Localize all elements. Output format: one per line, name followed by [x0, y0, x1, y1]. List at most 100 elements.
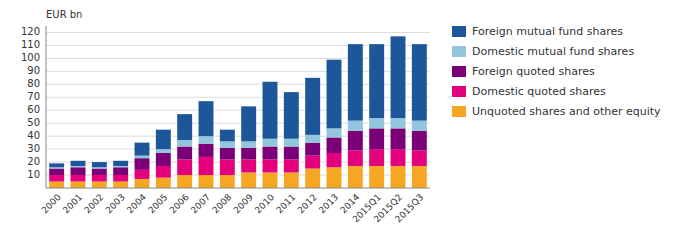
bar-segment [305, 143, 320, 156]
legend-label: Domestic mutual fund shares [472, 45, 634, 58]
bar-segment [284, 172, 299, 188]
bar-segment [156, 178, 171, 188]
bar-segment [177, 147, 192, 160]
x-tick-label: 2010 [253, 192, 276, 215]
bar-segment [348, 44, 363, 120]
bar-segment [113, 166, 128, 167]
bar-segment [71, 167, 86, 175]
bar-segment [135, 179, 150, 188]
bar-segment [220, 159, 235, 175]
bar-segment [220, 130, 235, 142]
x-tick-label: 2006 [168, 192, 191, 215]
bar-segment [241, 141, 256, 147]
bar-segment [263, 147, 278, 160]
y-tick-label: 10 [27, 169, 40, 180]
bar-segment [241, 106, 256, 141]
y-tick-label: 110 [21, 39, 40, 50]
legend-label: Domestic quoted shares [472, 85, 606, 98]
bar-segment [199, 157, 214, 175]
bar-segment [284, 147, 299, 160]
bar-segment [391, 149, 406, 166]
bar-segment [284, 139, 299, 147]
bar-segment [113, 167, 128, 175]
bar-segment [327, 60, 342, 129]
bar-segment [135, 143, 150, 156]
bar-segment [412, 166, 427, 188]
legend-swatch [452, 26, 466, 37]
grid-line [46, 32, 430, 33]
bar-segment [135, 170, 150, 179]
bar-segment [113, 175, 128, 181]
bar-segment [369, 166, 384, 188]
legend-swatch [452, 66, 466, 77]
x-tick-label: 2011 [274, 192, 297, 215]
bar-segment [241, 148, 256, 160]
bar-segment [199, 144, 214, 157]
bar-segment [391, 128, 406, 149]
bar-segment [71, 175, 86, 181]
y-tick-label: 90 [27, 65, 40, 76]
bar-segment [177, 114, 192, 140]
bar-segment [241, 159, 256, 172]
x-tick-label: 2007 [189, 192, 212, 215]
x-tick-label: 2002 [82, 192, 105, 215]
legend-label: Foreign quoted shares [472, 65, 595, 78]
bar-segment [327, 137, 342, 153]
x-tick-label: 2012 [296, 192, 319, 215]
bar-segment [348, 166, 363, 188]
legend-label: Foreign mutual fund shares [472, 25, 623, 38]
bar-segment [113, 182, 128, 188]
bar-segment [135, 156, 150, 159]
y-axis [46, 26, 47, 188]
y-tick-label: 50 [27, 117, 40, 128]
bar-segment [156, 149, 171, 153]
bar-segment [263, 172, 278, 188]
y-tick-label: 40 [27, 130, 40, 141]
bar-segment [49, 163, 64, 167]
bar-segment [92, 175, 107, 181]
bar-segment [177, 175, 192, 188]
chart-container: 1020304050607080901001101202000200120022… [0, 0, 700, 250]
bar-segment [369, 128, 384, 149]
x-tick-label: 2005 [146, 192, 169, 215]
x-tick-label: 2013 [317, 192, 340, 215]
bar-segment [156, 166, 171, 178]
bar-segment [327, 153, 342, 167]
bar-segment [348, 121, 363, 131]
x-tick-label: 2015Q3 [393, 192, 425, 224]
bar-segment [412, 131, 427, 150]
bar-segment [199, 175, 214, 188]
legend-swatch [452, 46, 466, 57]
y-tick-label: 70 [27, 91, 40, 102]
y-tick-label: 60 [27, 104, 40, 115]
bar-segment [113, 161, 128, 166]
bar-segment [92, 169, 107, 175]
bar-segment [391, 166, 406, 188]
bars [49, 36, 427, 188]
bar-segment [199, 101, 214, 136]
x-tick-label: 2003 [104, 192, 127, 215]
bar-segment [348, 150, 363, 166]
legend: Foreign mutual fund shares Domestic mutua… [452, 25, 661, 118]
y-tick-label: 100 [21, 52, 40, 63]
bar-segment [156, 130, 171, 149]
bar-segment [391, 118, 406, 128]
bar-segment [177, 140, 192, 146]
bar-segment [369, 44, 384, 118]
x-axis [46, 188, 430, 189]
x-tick-label: 2009 [232, 192, 255, 215]
bar-segment [49, 175, 64, 181]
bar-segment [369, 149, 384, 166]
x-tick-label: 2004 [125, 192, 148, 215]
y-tick-label: 80 [27, 78, 40, 89]
bar-segment [412, 150, 427, 166]
bar-segment [327, 167, 342, 188]
bar-segment [199, 136, 214, 144]
y-tick-label: 20 [27, 156, 40, 167]
bar-segment [92, 162, 107, 167]
bar-segment [49, 169, 64, 175]
bar-segment [284, 92, 299, 139]
legend-swatch [452, 106, 466, 117]
x-tick-label: 2008 [210, 192, 233, 215]
y-axis-label: EUR bn [46, 9, 82, 20]
